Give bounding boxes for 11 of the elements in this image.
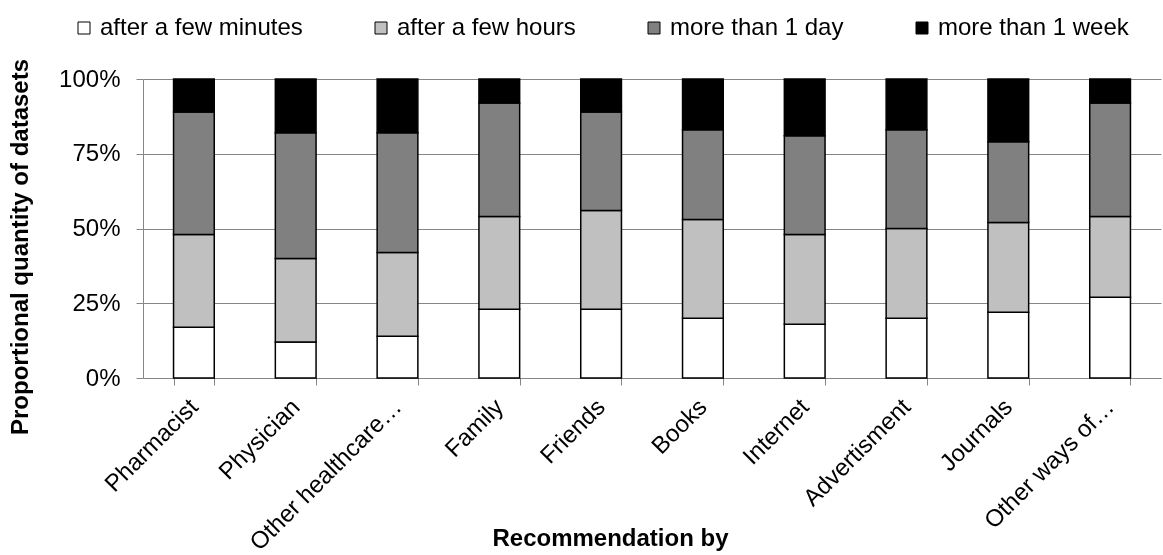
y-tick-label: 0% (85, 363, 121, 391)
legend-label: after a few minutes (100, 13, 303, 40)
y-tick-label: 50% (72, 214, 121, 241)
y-tick-label: 100% (59, 64, 121, 92)
legend-label: more than 1 week (938, 13, 1130, 40)
legend-label: after a few hours (397, 13, 576, 40)
y-axis-title: Proportional quantity of datasets (5, 58, 33, 436)
y-tick-label: 75% (72, 139, 121, 167)
x-axis-title: Recommendation by (492, 523, 730, 551)
legend-label: more than 1 day (670, 13, 844, 40)
y-tick-label: 25% (72, 288, 121, 316)
